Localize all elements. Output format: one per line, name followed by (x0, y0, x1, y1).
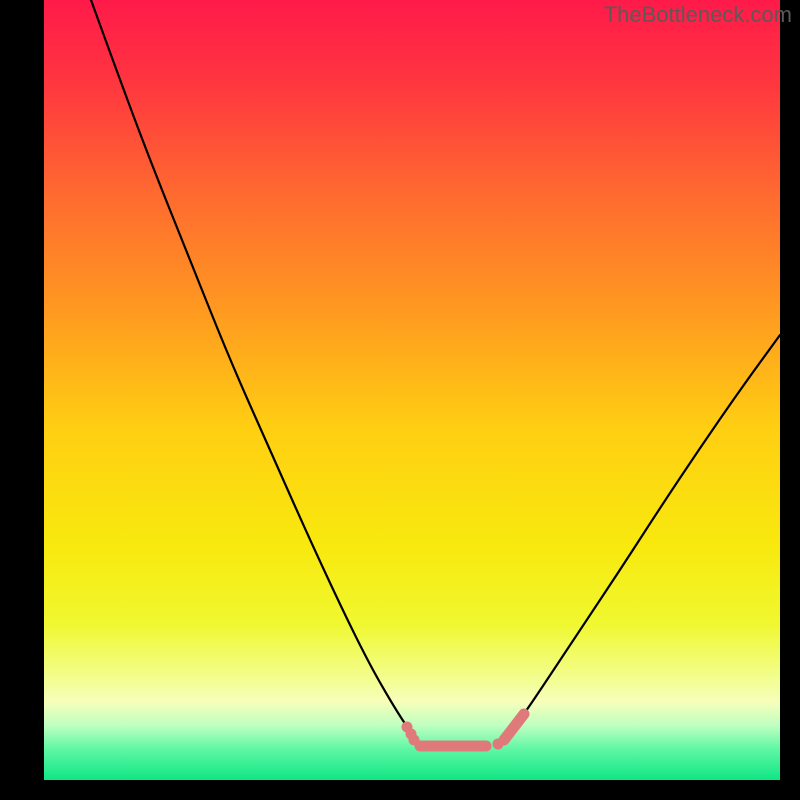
watermark-label: TheBottleneck.com (604, 2, 792, 28)
bottleneck-chart (0, 0, 800, 800)
chart-container: TheBottleneck.com (0, 0, 800, 800)
